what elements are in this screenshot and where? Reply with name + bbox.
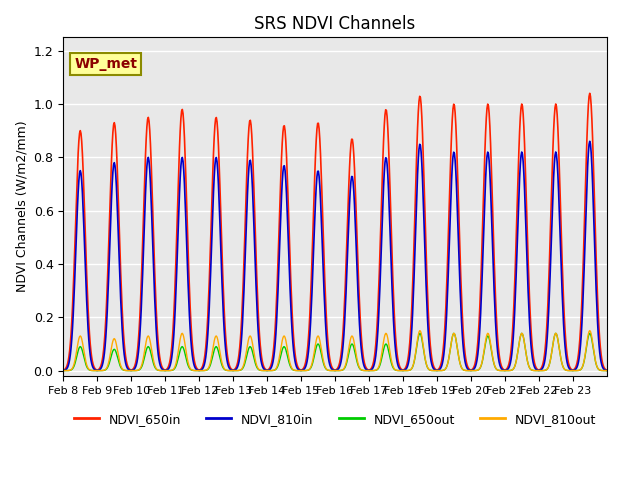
NDVI_810out (224, 368, 232, 373)
NDVI_650out (224, 368, 232, 373)
NDVI_810in (60, 368, 67, 373)
NDVI_810out (251, 353, 259, 359)
NDVI_810out (422, 360, 430, 366)
NDVI_650in (223, 349, 231, 355)
NDVI_810in (422, 261, 429, 267)
Line: NDVI_650out: NDVI_650out (63, 333, 607, 371)
NDVI_650out (271, 367, 279, 372)
NDVI_810in (223, 357, 231, 363)
NDVI_650in (391, 323, 399, 328)
NDVI_650out (422, 360, 430, 366)
Legend: NDVI_650in, NDVI_810in, NDVI_650out, NDVI_810out: NDVI_650in, NDVI_810in, NDVI_650out, NDV… (68, 408, 601, 431)
Line: NDVI_810out: NDVI_810out (63, 331, 607, 371)
NDVI_650out (392, 367, 399, 373)
Text: WP_met: WP_met (74, 57, 137, 71)
NDVI_650in (250, 185, 258, 191)
NDVI_810out (392, 367, 399, 373)
Line: NDVI_650in: NDVI_650in (63, 93, 607, 370)
NDVI_810out (603, 368, 611, 373)
NDVI_650out (586, 330, 593, 336)
Y-axis label: NDVI Channels (W/m2/mm): NDVI Channels (W/m2/mm) (15, 121, 28, 292)
NDVI_810in (271, 348, 278, 354)
NDVI_810out (60, 368, 67, 373)
NDVI_650out (124, 368, 132, 373)
NDVI_810in (391, 340, 399, 346)
NDVI_650in (271, 336, 278, 342)
NDVI_650out (93, 368, 101, 373)
NDVI_650in (586, 90, 593, 96)
NDVI_810in (124, 365, 131, 371)
NDVI_650in (603, 367, 611, 373)
NDVI_650in (60, 367, 67, 373)
NDVI_810out (124, 368, 132, 373)
NDVI_810out (93, 368, 101, 373)
NDVI_650out (60, 368, 67, 373)
NDVI_810in (603, 368, 611, 373)
NDVI_810in (250, 222, 258, 228)
NDVI_810in (586, 138, 593, 144)
NDVI_650out (603, 368, 611, 373)
Title: SRS NDVI Channels: SRS NDVI Channels (254, 15, 415, 33)
NDVI_650out (251, 358, 259, 363)
NDVI_810out (271, 367, 279, 372)
NDVI_650in (422, 225, 429, 230)
Line: NDVI_810in: NDVI_810in (63, 141, 607, 371)
NDVI_810out (586, 328, 593, 334)
NDVI_650in (124, 361, 131, 367)
